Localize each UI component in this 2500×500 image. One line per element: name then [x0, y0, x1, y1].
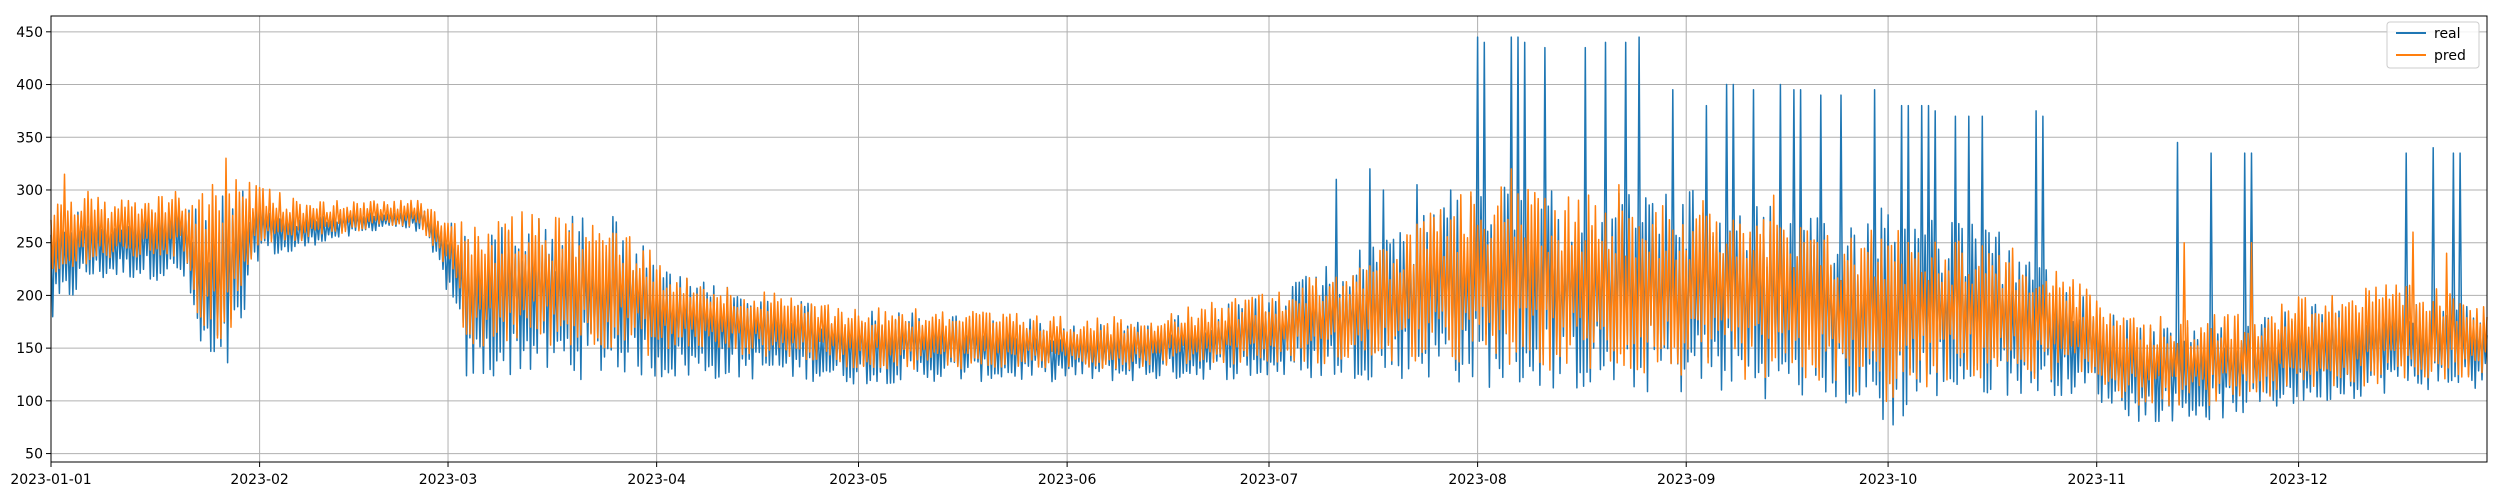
x-tick-label: 2023-05: [829, 472, 888, 488]
y-tick-label: 400: [16, 78, 43, 94]
x-tick-label: 2023-04: [627, 472, 686, 488]
x-tick-label: 2023-08: [1448, 472, 1507, 488]
x-tick-label: 2023-02: [230, 472, 289, 488]
grid: [50, 16, 2487, 462]
x-tick-label: 2023-07: [1240, 472, 1299, 488]
x-tick-label: 2023-10: [1859, 472, 1918, 488]
y-tick-label: 300: [16, 183, 43, 199]
x-tick-label: 2023-03: [419, 472, 478, 488]
axis-ticks: 2023-01-01 2023-02 2023-03 2023-04 2023-05 20…: [10, 25, 2328, 488]
series-layer: [50, 36, 2488, 426]
x-tick-label: 2023-12: [2269, 472, 2328, 488]
legend-label-real: real: [2434, 26, 2461, 42]
x-tick-label: 2023-06: [1038, 472, 1097, 488]
x-tick-label: 2023-11: [2067, 472, 2126, 488]
series-line-pred: [50, 157, 2488, 407]
x-tick-label: 2023-01-01: [10, 472, 91, 488]
legend: real pred: [2386, 21, 2480, 69]
y-tick-label: 200: [16, 288, 43, 304]
legend-label-pred: pred: [2434, 48, 2466, 64]
y-tick-label: 150: [16, 341, 43, 357]
y-tick-label: 250: [16, 236, 43, 252]
y-tick-label: 450: [16, 25, 43, 41]
x-tick-label: 2023-09: [1657, 472, 1716, 488]
y-tick-label: 350: [16, 130, 43, 146]
y-tick-label: 100: [16, 394, 43, 410]
y-tick-label: 50: [25, 447, 43, 463]
